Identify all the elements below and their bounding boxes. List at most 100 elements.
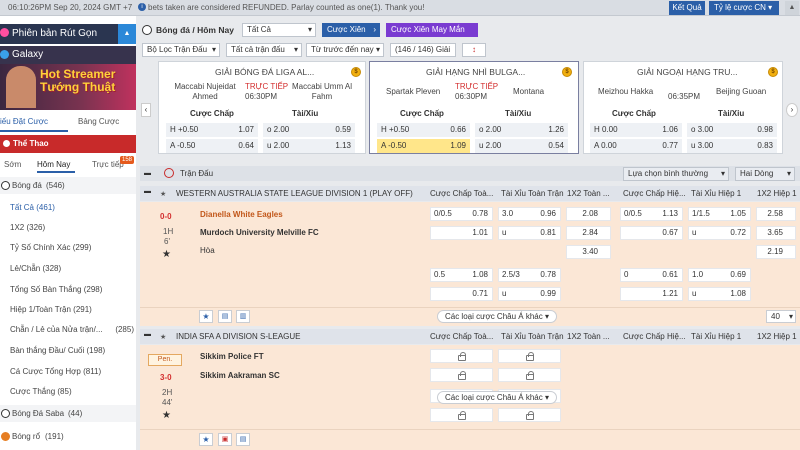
market-half-full[interactable]: Hiệp 1/Toàn Trận (291) <box>10 300 92 319</box>
odd-cell[interactable]: u 0.81 <box>498 226 561 240</box>
odd-cell[interactable]: 3.0 0.96 <box>498 207 561 221</box>
odd-cell[interactable]: 0.5 1.08 <box>430 268 493 282</box>
market-total-goals[interactable]: Tổng Số Bàn Thắng (298) <box>10 280 102 299</box>
star-icon[interactable]: ★ <box>199 433 213 446</box>
odd-cell[interactable]: u 0.72 <box>688 226 751 240</box>
scroll-right-icon[interactable]: › <box>786 103 798 117</box>
odd-cell[interactable]: 2.19 <box>756 245 796 259</box>
market-count: (298) <box>83 285 103 294</box>
odd-cell[interactable]: H +0.50 1.07 <box>166 123 258 137</box>
odd-cell[interactable]: u 2.00 1.13 <box>263 139 355 153</box>
all-matches-dropdown[interactable]: Tất cả trận đấu ▾ <box>226 43 302 57</box>
market-half-odd-even[interactable]: Chẵn / Lẻ của Nửa trận/... (285) <box>10 320 134 339</box>
market-1x2[interactable]: 1X2 (326) <box>10 218 45 237</box>
tab-bet-list[interactable]: Bảng Cược <box>78 117 120 126</box>
subtab-today[interactable]: Hôm Nay <box>37 156 75 173</box>
sort-dropdown[interactable]: Từ trước đến nay ▾ <box>306 43 384 57</box>
odd-cell[interactable]: 0.67 <box>620 226 683 240</box>
odd-cell[interactable]: 2.08 <box>566 207 611 221</box>
lucky-parlay-button[interactable]: Cược Xiên May Mắn <box>386 23 478 37</box>
coin-icon[interactable]: $ <box>768 67 778 77</box>
odd-cell[interactable]: 2.84 <box>566 226 611 240</box>
odd-cell[interactable]: 1.21 <box>620 287 683 301</box>
odd-cell[interactable]: 3.65 <box>756 226 796 240</box>
odd-cell[interactable]: o 3.00 0.98 <box>687 123 777 137</box>
sport-saba-soccer[interactable]: Bóng Đá Saba (44) <box>0 405 136 422</box>
more-asian-bets-button[interactable]: Các loại cược Châu Á khác ▾ <box>437 310 557 323</box>
odd-cell[interactable]: 0/0.5 0.78 <box>430 207 493 221</box>
league-filter-dropdown[interactable]: Tất Cả ▾ <box>242 23 316 37</box>
league-header[interactable] <box>140 186 800 201</box>
ou-odd: 0.96 <box>540 209 556 218</box>
more-asian-bets-button[interactable]: Các loại cược Châu Á khác ▾ <box>437 391 557 404</box>
market-combo[interactable]: Cá Cược Tổng Hợp (811) <box>10 362 101 381</box>
odds-format-dropdown[interactable]: Tỷ lệ cược CN ▾ <box>709 1 779 15</box>
more-count-dropdown[interactable]: 40 ▾ <box>766 310 796 323</box>
odd-cell[interactable]: u 3.00 0.83 <box>687 139 777 153</box>
sport-basketball[interactable]: Bóng rổ (191) <box>0 428 136 445</box>
odd-cell[interactable]: 3.40 <box>566 245 611 259</box>
ou-line: 1.0 <box>692 270 704 279</box>
featured-match-card[interactable] <box>158 61 366 154</box>
odd-cell[interactable]: 1/1.5 1.05 <box>688 207 751 221</box>
market-first-last-goal[interactable]: Bàn thắng Đầu/ Cuối (198) <box>10 341 105 360</box>
banner-line-2: Tướng Thuật <box>40 80 116 94</box>
market-outright[interactable]: Cược Thắng (85) <box>10 382 72 401</box>
odd-cell[interactable]: 1.0 0.69 <box>688 268 751 282</box>
odd-cell[interactable]: 2.58 <box>756 207 796 221</box>
scroll-left-icon[interactable]: ‹ <box>141 103 151 117</box>
results-button[interactable]: Kết Quả <box>669 1 705 15</box>
live-tv-icon[interactable]: ▣ <box>218 433 232 446</box>
collapse-icon[interactable]: ▬ <box>144 188 151 195</box>
odd-cell[interactable]: H 0.00 1.06 <box>590 123 682 137</box>
card-live-status: TRỰC TIẾP <box>455 82 499 91</box>
odd-cell[interactable]: H +0.50 0.66 <box>377 123 470 137</box>
line-view-dropdown[interactable]: Hai Dòng ▾ <box>735 167 795 181</box>
match-filter-dropdown[interactable]: Bộ Lọc Trận Đấu ▾ <box>142 43 220 57</box>
star-icon[interactable]: ★ <box>162 249 171 260</box>
league-header[interactable] <box>140 329 800 344</box>
star-icon[interactable]: ★ <box>162 410 171 421</box>
parlay-button[interactable]: Cược Xiên › <box>322 23 380 37</box>
bar-chart-icon[interactable]: ▥ <box>236 310 250 323</box>
ou-odd: 0.99 <box>540 289 556 298</box>
subtab-early[interactable]: Sớm <box>4 160 22 169</box>
odds-type-dropdown[interactable]: Lựa chọn bình thường ▾ <box>623 167 729 181</box>
coin-icon[interactable]: $ <box>351 67 361 77</box>
sort-icon[interactable]: ↕ <box>462 43 486 57</box>
odd-cell[interactable]: u 2.00 0.54 <box>475 139 568 153</box>
odd-cell[interactable]: 2.5/3 0.78 <box>498 268 561 282</box>
collapse-icon[interactable]: ▬ <box>144 170 151 177</box>
odd-cell[interactable]: 0.71 <box>430 287 493 301</box>
featured-match-card[interactable] <box>369 61 579 154</box>
odd-cell[interactable]: A -0.50 0.64 <box>166 139 258 153</box>
compact-version-banner[interactable]: Phiên bản Rút Gọn <box>0 24 136 44</box>
subtab-live[interactable]: Trực tiếp <box>92 156 126 173</box>
ou-line: u <box>692 228 697 237</box>
featured-match-card[interactable] <box>583 61 783 154</box>
odd-cell[interactable]: u 0.99 <box>498 287 561 301</box>
odd-cell[interactable]: A 0.00 0.77 <box>590 139 682 153</box>
market-odd-even[interactable]: Lẻ/Chẵn (328) <box>10 259 61 278</box>
lock-icon <box>457 371 466 380</box>
galaxy-banner[interactable]: Galaxy <box>0 46 136 64</box>
odd-cell[interactable]: 1.01 <box>430 226 493 240</box>
star-icon[interactable]: ★ <box>199 310 213 323</box>
collapse-icon[interactable]: ▬ <box>144 331 151 338</box>
tab-bet-slip[interactable]: iếu Đặt Cược <box>0 112 68 132</box>
stats-board-icon[interactable]: ▤ <box>236 433 250 446</box>
star-icon[interactable]: ★ <box>160 334 167 341</box>
odd-cell-selected[interactable]: A -0.50 1.09 <box>377 139 470 153</box>
odd-cell[interactable]: u 1.08 <box>688 287 751 301</box>
odd-cell[interactable]: o 2.00 0.59 <box>263 123 355 137</box>
market-all[interactable]: Tất Cả (461) <box>10 198 55 217</box>
market-correct-score[interactable]: Tỷ Số Chính Xác (299) <box>10 238 91 257</box>
star-icon[interactable]: ★ <box>160 191 167 198</box>
coin-icon[interactable]: $ <box>562 67 572 77</box>
odd-cell[interactable]: 0/0.5 1.13 <box>620 207 683 221</box>
stats-board-icon[interactable]: ▤ <box>218 310 232 323</box>
odd-cell[interactable]: o 2.00 1.26 <box>475 123 568 137</box>
odd-cell[interactable]: 0 0.61 <box>620 268 683 282</box>
scroll-up-icon[interactable]: ▲ <box>785 1 799 15</box>
sport-soccer[interactable]: Bóng đá (546) <box>0 177 136 194</box>
